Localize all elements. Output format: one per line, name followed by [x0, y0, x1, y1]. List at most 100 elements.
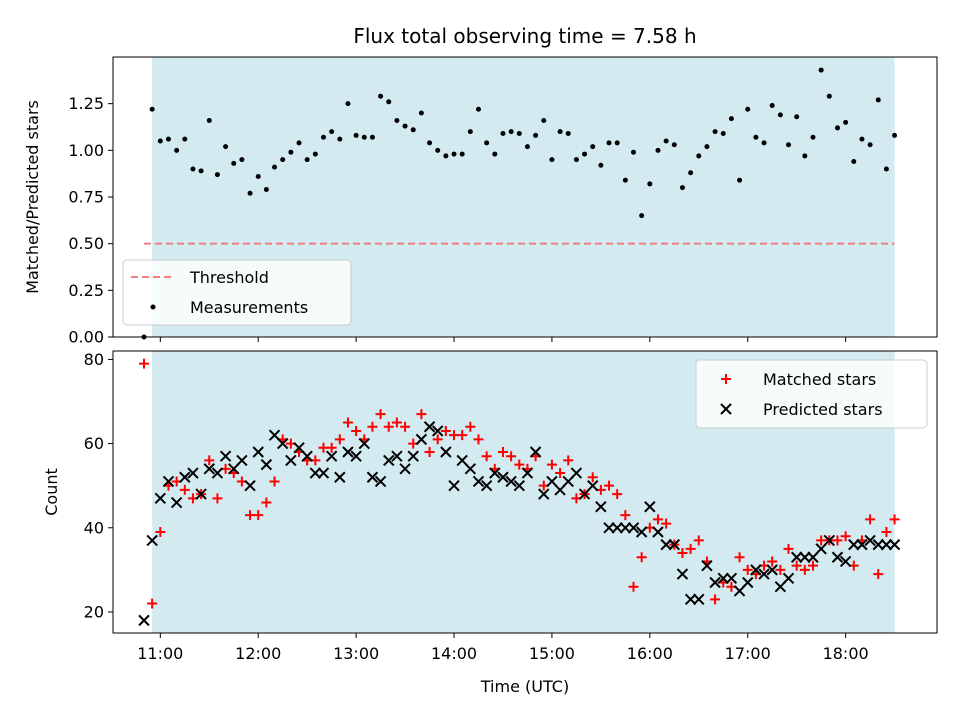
legend-predicted-label: Predicted stars — [763, 400, 883, 419]
measurement-point — [639, 213, 645, 219]
measurement-point — [704, 144, 710, 150]
ratio-panel: 0.00 0.25 0.50 0.75 1.00 1.25 Matched/Predicte… — [23, 56, 938, 347]
predicted-point — [529, 446, 542, 458]
predicted-point — [603, 522, 615, 534]
y-tick-label: 20 — [84, 602, 104, 621]
matched-point — [497, 447, 508, 458]
measurement-point — [826, 93, 832, 99]
matched-point — [734, 552, 745, 563]
measurement-point — [761, 140, 767, 146]
measurement-point — [582, 151, 588, 157]
predicted-point — [415, 433, 428, 446]
predicted-point — [790, 551, 803, 563]
measurement-point — [500, 131, 506, 137]
matched-point — [685, 543, 696, 554]
matched-point — [563, 455, 574, 466]
matched-point — [147, 598, 158, 609]
matched-point — [400, 421, 411, 432]
predicted-point — [448, 479, 460, 492]
predicted-point — [399, 463, 411, 475]
matched-point — [326, 442, 337, 453]
legend: Threshold Measurements — [122, 259, 352, 326]
measurement-point — [304, 157, 310, 163]
x-tick-label: 16:00 — [627, 644, 673, 663]
measurement-point — [622, 177, 628, 183]
x-tick-label: 13:00 — [333, 644, 379, 663]
measurement-point — [443, 153, 449, 159]
measurement-point — [312, 151, 318, 157]
measurement-point — [834, 125, 840, 131]
measurement-point — [165, 136, 171, 142]
y-tick-label: 1.25 — [68, 94, 104, 113]
measurement-point — [206, 117, 212, 123]
predicted-point — [717, 572, 729, 584]
predicted-point — [823, 534, 836, 547]
measurement-point — [157, 138, 163, 144]
matched-point — [139, 358, 150, 369]
measurement-point — [590, 144, 596, 150]
matched-point — [514, 459, 525, 470]
x-tick-label: 17:00 — [725, 644, 771, 663]
measurement-point — [427, 140, 433, 146]
measurement-point — [435, 147, 441, 153]
matched-point — [661, 518, 672, 529]
measurement-point — [467, 129, 473, 135]
predicted-point — [513, 479, 525, 492]
measurement-point — [712, 129, 718, 135]
predicted-point — [431, 425, 444, 437]
measurement-point — [394, 117, 400, 123]
matched-point — [677, 548, 688, 559]
predicted-point — [521, 467, 534, 479]
matched-point — [465, 421, 476, 432]
predicted-point — [252, 446, 264, 458]
predicted-point — [138, 614, 150, 627]
matched-point — [840, 531, 851, 542]
matched-point — [473, 434, 484, 445]
measurement-point — [320, 134, 326, 140]
matched-point — [440, 425, 451, 436]
predicted-point — [725, 572, 738, 584]
matched-point — [375, 409, 386, 420]
predicted-point — [276, 437, 289, 450]
predicted-point — [676, 568, 689, 580]
measurement-point — [802, 153, 808, 159]
matched-point — [873, 569, 884, 580]
measurement-point — [272, 164, 278, 170]
predicted-point — [244, 479, 256, 492]
predicted-point — [203, 463, 215, 475]
predicted-point — [570, 467, 583, 479]
measurement-point — [475, 106, 481, 112]
measurement-point — [484, 140, 490, 146]
matched-point — [612, 489, 623, 500]
predicted-point — [668, 538, 681, 551]
predicted-point — [644, 501, 656, 513]
measurement-point — [647, 181, 653, 187]
count-panel: 20 40 60 80 11:00 12:00 13:00 14:00 15:00 16:00 17… — [42, 350, 938, 663]
matched-point — [555, 468, 566, 479]
measurement-point — [541, 117, 547, 123]
measurement-point — [892, 132, 898, 138]
measurement-point — [378, 93, 384, 99]
measurement-point — [149, 106, 155, 112]
measurement-point — [361, 134, 367, 140]
predicted-point — [848, 538, 860, 551]
matched-point — [506, 451, 517, 462]
measurement-point — [598, 162, 604, 168]
predicted-point — [440, 446, 452, 458]
matched-point — [212, 493, 223, 504]
measurement-point — [345, 101, 351, 107]
predicted-point — [309, 467, 322, 479]
measurement-point — [410, 127, 416, 133]
x-tick-label: 18:00 — [823, 644, 869, 663]
predicted-point — [325, 450, 338, 462]
measurement-point — [769, 103, 775, 109]
predicted-point — [693, 593, 705, 606]
chart-title: Flux total observing time = 7.58 h — [353, 24, 696, 48]
matched-point — [253, 510, 264, 521]
matched-point — [652, 514, 663, 525]
predicted-point — [489, 467, 501, 479]
matched-point — [604, 480, 615, 491]
predicted-point — [758, 568, 770, 580]
measurement-point — [818, 67, 824, 73]
